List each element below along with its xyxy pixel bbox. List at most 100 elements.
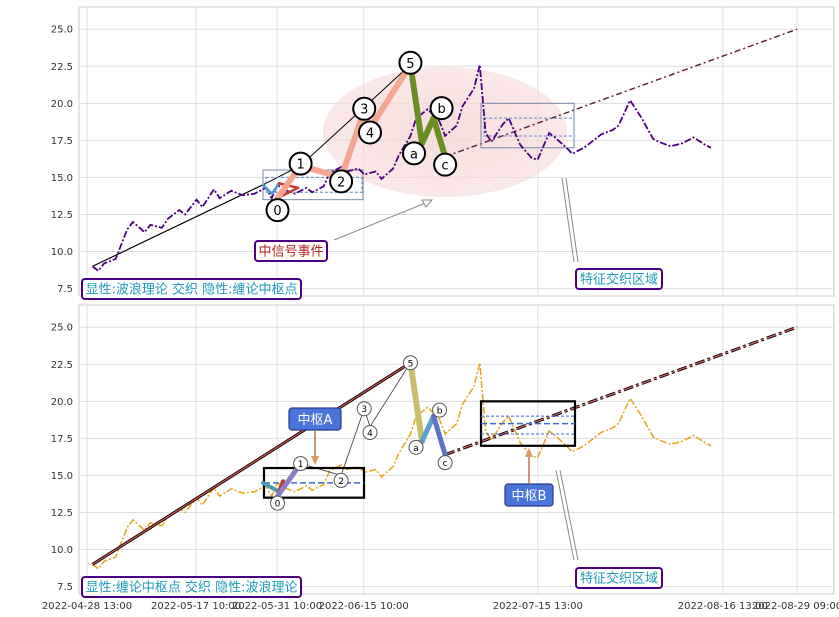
x-tick-label: 2022-04-28 13:00: [42, 601, 132, 612]
y-tick-label: 15.0: [51, 471, 73, 482]
y-tick-label: 22.5: [51, 62, 73, 73]
wave-segment: [431, 413, 448, 458]
wave-marker-1: [293, 456, 309, 472]
annotation-interweave-zone: 特征交织区域: [580, 571, 658, 587]
wave-label: 3: [360, 103, 368, 118]
wave-segment: [430, 115, 449, 160]
label-pointer-head: [525, 448, 533, 457]
annotation-interweave-zone-box: [575, 567, 663, 589]
legend-text-box: [81, 278, 302, 300]
wave-label: a: [413, 444, 419, 454]
wave-label: 3: [361, 405, 367, 415]
wave-label: 4: [366, 127, 374, 142]
wave-segment: [366, 61, 414, 132]
wave-marker-3: [356, 401, 372, 417]
wave-label: 0: [273, 204, 281, 219]
plot-area: [78, 304, 835, 595]
wave-marker-4: [357, 120, 382, 145]
legend-text: 显性:缠论中枢点 交织 隐性:波浪理论: [85, 580, 297, 596]
wave-label: a: [410, 147, 418, 162]
wave-segment: [338, 107, 368, 181]
center-box-inner: [265, 176, 363, 193]
price-series-line: [92, 362, 712, 570]
wave-label: 1: [296, 158, 304, 173]
x-tick-label: 2022-05-17 10:00: [151, 601, 241, 612]
wave-marker-0: [270, 495, 286, 511]
bottom-panel: 25.0 22.5 20.0 17.5 15.0 12.5 10.0 7.5 0 1 2 3 4 5 a b c…: [51, 304, 835, 598]
annotation-arrow: [565, 177, 579, 263]
wave-label: c: [442, 159, 449, 174]
wave-marker-2: [333, 472, 349, 488]
wave-marker-c: [433, 152, 458, 177]
wave-marker-5: [402, 355, 418, 371]
y-tick-label: 20.0: [51, 397, 73, 408]
x-tick-label: 2022-08-16 13:00: [678, 601, 768, 612]
x-tick-label: 2022-06-15 10:00: [319, 601, 409, 612]
label-pointer-head: [311, 456, 319, 465]
wave-marker-0: [265, 198, 290, 223]
annotation-signal-event: 中信号事件: [258, 245, 323, 260]
annotation-signal-event-box: [254, 240, 328, 262]
wave-label: b: [437, 102, 445, 117]
y-tick-label: 12.5: [51, 210, 73, 221]
highlight-region: [323, 67, 567, 197]
trend-line: [92, 182, 267, 267]
wave-segment: [270, 182, 281, 195]
center-label-B: 中枢B: [512, 489, 547, 504]
wave-marker-b: [432, 402, 448, 418]
wave-marker-2: [329, 169, 354, 194]
wave-segment: [407, 359, 426, 445]
y-tick-label: 22.5: [51, 360, 73, 371]
wave-marker-5: [398, 50, 423, 75]
y-tick-label: 15.0: [51, 173, 73, 184]
wave-marker-4: [362, 425, 378, 441]
x-tick-label: 2022-07-15 13:00: [493, 601, 583, 612]
y-tick-label: 17.5: [51, 136, 73, 147]
annotation-arrow: [559, 469, 579, 561]
x-tick-label: 2022-08-29 09:00: [752, 601, 839, 612]
wave-label: c: [443, 459, 448, 469]
y-tick-label: 25.0: [51, 25, 73, 36]
annotation-interweave-zone: 特征交织区域: [580, 272, 658, 288]
top-panel: 25.0 22.5 20.0 17.5 15.0 12.5 10.0 7.5 0 1 2 3 4 5 a b c…: [51, 6, 835, 300]
wave-segment: [407, 61, 426, 147]
legend-text: 显性:波浪理论 交织 隐性:缠论中枢点: [85, 282, 297, 298]
annotation-interweave-zone-box: [575, 268, 663, 290]
x-axis-ticks: 2022-04-28 13:00 2022-05-17 10:002022-05-…: [42, 601, 839, 612]
wave-marker-a: [408, 439, 424, 455]
wave-label: 4: [367, 429, 373, 439]
wave-label: 5: [408, 359, 414, 369]
wave-label: 2: [338, 477, 344, 487]
y-tick-label: 10.0: [51, 247, 73, 258]
center-box-inner: [483, 117, 575, 137]
y-tick-label: 17.5: [51, 434, 73, 445]
wave-marker-c: [437, 455, 453, 471]
wave-label: 2: [337, 175, 345, 190]
wave-label: b: [437, 407, 443, 417]
wave-marker-3: [352, 96, 377, 121]
wave-segment: [419, 115, 437, 147]
legend-text-box: [81, 576, 302, 598]
x-tick-label: 2022-05-31 10:00: [232, 601, 322, 612]
y-tick-label: 10.0: [51, 545, 73, 556]
price-series-line: [91, 64, 712, 273]
y-tick-label: 7.5: [57, 582, 73, 593]
annotation-arrow: [333, 201, 429, 241]
annotation-arrowhead: [421, 199, 434, 208]
wave-label: 0: [275, 500, 281, 510]
center-label-A: 中枢A: [298, 413, 333, 428]
projection-line: [444, 28, 798, 158]
y-tick-label: 7.5: [57, 284, 73, 295]
y-tick-label: 25.0: [51, 323, 73, 334]
y-tick-label: 20.0: [51, 99, 73, 110]
wave-label: 5: [406, 57, 414, 72]
wave-marker-1: [288, 151, 313, 176]
wave-marker-a: [402, 141, 427, 166]
annotation-arrow: [555, 469, 575, 561]
y-tick-label: 12.5: [51, 508, 73, 519]
wave-segment: [419, 413, 437, 444]
wave-segment: [261, 183, 274, 195]
trend-line-inner: [92, 362, 411, 565]
wave-label: 1: [298, 460, 304, 470]
